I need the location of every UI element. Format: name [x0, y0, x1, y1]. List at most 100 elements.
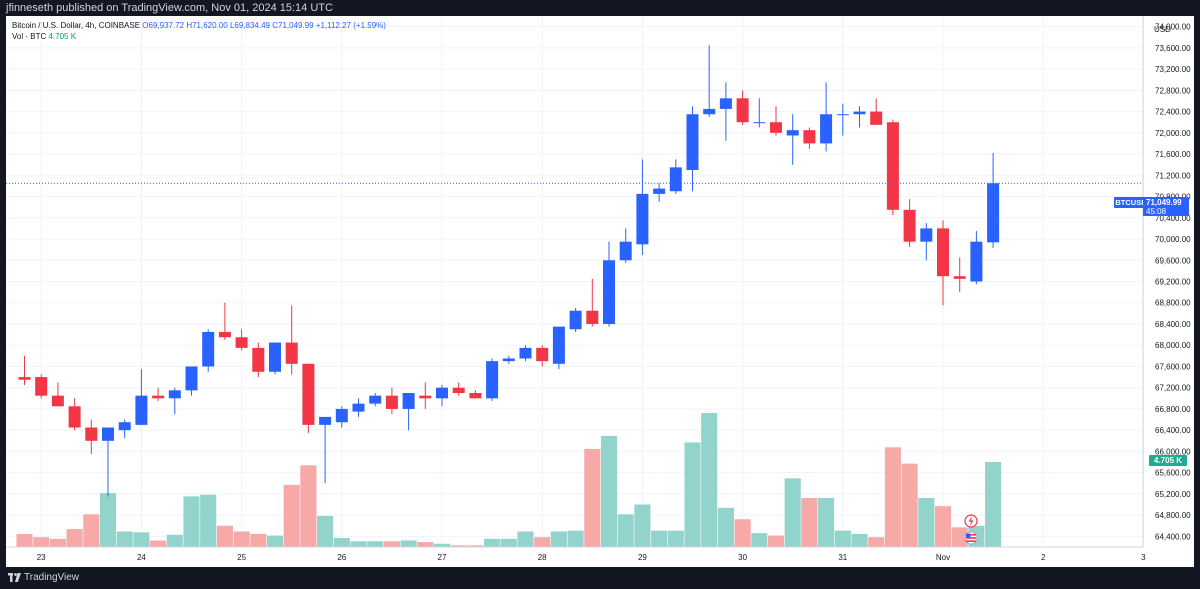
change-value: +1,112.27 (+1.59%) — [315, 21, 386, 30]
candle-body — [35, 377, 48, 396]
candle-body — [753, 122, 766, 124]
time-tick-label: 27 — [438, 553, 447, 562]
volume-bar — [901, 463, 918, 547]
candlestick-chart[interactable]: 64,400.00 64,800.00 65,200.00 65,600.00 66,0… — [6, 16, 1194, 567]
price-tick-label: 66,800.00 — [1155, 405, 1191, 414]
volume-bars — [16, 413, 1002, 547]
tradingview-logo-icon[interactable] — [8, 573, 21, 582]
price-tick-label: 69,600.00 — [1155, 256, 1191, 265]
candle-body — [870, 111, 883, 125]
candle-body — [770, 122, 782, 133]
volume-bar — [133, 532, 150, 547]
volume-bar — [250, 533, 267, 547]
volume-bar — [350, 541, 367, 547]
price-tick-label: 68,800.00 — [1155, 299, 1191, 308]
price-tick-label: 69,200.00 — [1155, 278, 1191, 287]
candle-body — [269, 342, 281, 372]
footer-brand[interactable]: TradingView — [24, 572, 80, 583]
volume-bar — [651, 530, 668, 547]
candle-body — [719, 98, 732, 109]
candle-body — [68, 406, 81, 428]
price-tick-label: 65,600.00 — [1155, 469, 1191, 478]
candle-body — [185, 366, 198, 391]
volume-label[interactable]: Vol · BTC — [12, 32, 47, 41]
candle-body — [970, 241, 983, 282]
volume-bar — [467, 545, 484, 547]
volume-bar — [767, 535, 785, 547]
candle-body — [385, 395, 398, 409]
volume-bar — [333, 538, 350, 547]
candle-body — [419, 395, 432, 399]
countdown-text: 45:08 — [1146, 207, 1167, 216]
candle-body — [853, 111, 866, 115]
time-tick-label: 30 — [738, 553, 747, 562]
price-tick-label: 64,800.00 — [1155, 511, 1191, 520]
volume-bar — [951, 527, 968, 547]
chart-legend: Bitcoin / U.S. Dollar, 4h, COINBASE O69,… — [12, 20, 386, 42]
candles — [18, 45, 1000, 497]
volume-bar — [183, 496, 200, 547]
candle-body — [502, 358, 515, 362]
price-tick-label: 71,600.00 — [1155, 150, 1191, 159]
price-tick-label: 72,000.00 — [1155, 129, 1191, 138]
candle-body — [335, 408, 348, 423]
candle-body — [987, 183, 1000, 243]
candle-body — [636, 193, 649, 245]
volume-bar — [868, 537, 885, 547]
candle-body — [369, 395, 382, 404]
candle-body — [218, 331, 231, 338]
symbol-name[interactable]: Bitcoin / U.S. Dollar, 4h, COINBASE — [12, 21, 141, 30]
volume-bar — [66, 529, 83, 547]
candle-body — [486, 361, 499, 399]
candle-body — [202, 331, 215, 367]
volume-bar — [567, 530, 584, 547]
candle-body — [519, 347, 532, 359]
time-tick-label: 26 — [337, 553, 346, 562]
grid-lines — [6, 16, 1144, 547]
price-tick-label: 74,000.00 — [1155, 23, 1191, 32]
volume-bar — [49, 538, 66, 547]
volume-bar — [300, 465, 317, 547]
price-tick-label: 68,000.00 — [1155, 341, 1191, 350]
volume-bar — [116, 531, 133, 547]
volume-bar — [667, 530, 684, 547]
candle-body — [85, 427, 98, 441]
symbol-badge-text: BTCUSD — [1115, 198, 1147, 207]
volume-bar — [517, 531, 534, 547]
currency-label[interactable]: USD — [1154, 25, 1171, 34]
candle-body — [552, 326, 565, 364]
volume-bar — [283, 484, 300, 547]
ohlc-row: Bitcoin / U.S. Dollar, 4h, COINBASE O69,… — [12, 20, 386, 31]
candle-body — [152, 395, 165, 399]
candle-body — [736, 98, 749, 123]
publish-text: jfinneseth published on TradingView.com,… — [6, 2, 333, 14]
candle-body — [18, 377, 31, 380]
volume-value: 4.705 K — [48, 32, 77, 41]
time-tick-label: 29 — [638, 553, 647, 562]
candle-body — [619, 241, 632, 261]
price-tick-label: 70,000.00 — [1155, 235, 1191, 244]
publish-header: jfinneseth published on TradingView.com,… — [0, 0, 1200, 16]
price-tick-label: 73,600.00 — [1155, 44, 1191, 53]
volume-bar — [166, 534, 183, 547]
volume-bar — [851, 533, 868, 547]
candle-body — [820, 114, 833, 144]
time-tick-label: 31 — [838, 553, 847, 562]
volume-bar — [266, 535, 284, 547]
candle-body — [102, 427, 114, 441]
price-tick-label: 67,600.00 — [1155, 362, 1191, 371]
us-flag-icon[interactable] — [964, 531, 978, 545]
candle-body — [285, 342, 298, 364]
volume-bar — [367, 541, 384, 547]
candle-body — [586, 310, 599, 324]
volume-bar — [634, 504, 651, 547]
volume-bar — [617, 514, 634, 547]
volume-bar — [550, 531, 567, 547]
volume-bar — [83, 514, 100, 547]
volume-bar — [985, 462, 1002, 547]
chart-panel[interactable]: 64,400.00 64,800.00 65,200.00 65,600.00 66,0… — [6, 16, 1194, 567]
price-badge: 71,049.99 45:08 — [1143, 197, 1189, 216]
time-tick-label: 25 — [237, 553, 246, 562]
lightning-icon[interactable] — [964, 514, 978, 528]
volume-bar — [734, 519, 751, 547]
